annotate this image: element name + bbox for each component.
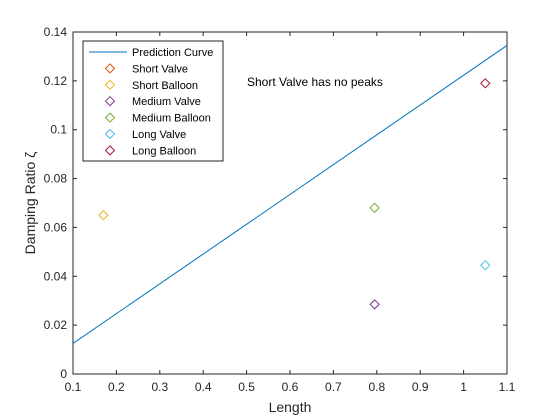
legend-label-prediction-curve: Prediction Curve xyxy=(132,47,213,59)
legend-marker-long-balloon xyxy=(104,145,116,156)
legend-marker-short-balloon xyxy=(104,79,116,91)
x-axis-label: Length xyxy=(269,399,312,415)
point-medium-valve xyxy=(369,299,380,310)
y-tick-label: 0.12 xyxy=(44,74,68,88)
x-tick-label: 0.3 xyxy=(151,380,168,394)
y-tick-label: 0.04 xyxy=(44,269,68,283)
y-tick-label: 0.08 xyxy=(44,172,68,186)
legend-label-long-valve: Long Valve xyxy=(132,129,186,141)
legend-marker-long-valve xyxy=(104,128,116,140)
y-tick-label: 0 xyxy=(60,367,67,381)
x-tick-label: 0.1 xyxy=(65,380,82,394)
x-tick-label: 0.6 xyxy=(282,380,299,394)
legend-label-short-valve: Short Valve xyxy=(132,63,188,75)
plot-content xyxy=(72,45,508,344)
x-tick-label: 0.8 xyxy=(368,380,385,394)
legend-label-long-balloon: Long Balloon xyxy=(132,145,196,157)
y-tick-label: 0.06 xyxy=(44,220,68,234)
legend-label-medium-balloon: Medium Balloon xyxy=(132,113,211,125)
x-axis-ticks: 0.1 0.2 0.3 0.4 0.5 0.6 0.7 0.8 0.9 1 1.1 xyxy=(65,32,516,394)
point-long-balloon xyxy=(480,78,491,89)
y-tick-label: 0.14 xyxy=(44,25,68,39)
y-tick-label: 0.1 xyxy=(50,123,67,137)
legend-marker-medium-valve xyxy=(104,95,116,107)
y-axis-ticks: 0 0.02 0.04 0.06 0.08 0.1 0.12 0.14 xyxy=(44,25,507,381)
x-tick-label: 0.5 xyxy=(238,380,255,394)
x-tick-label: 1.1 xyxy=(499,380,516,394)
x-tick-label: 0.4 xyxy=(195,380,212,394)
y-axis-label: Damping Ratio ζ xyxy=(22,152,38,255)
prediction-curve-line xyxy=(72,45,508,344)
legend-label-short-balloon: Short Balloon xyxy=(132,80,198,92)
legend: Prediction Curve Short Valve Short Balloon… xyxy=(82,40,224,162)
x-tick-label: 0.9 xyxy=(412,380,429,394)
x-tick-label: 0.7 xyxy=(325,380,342,394)
point-medium-balloon xyxy=(369,202,380,214)
point-short-balloon xyxy=(98,210,109,221)
point-long-valve xyxy=(480,260,491,271)
annotation: Short Valve has no peaks xyxy=(247,75,383,89)
legend-label-medium-valve: Medium Valve xyxy=(132,96,201,108)
legend-marker-short-valve xyxy=(104,63,116,74)
legend-marker-medium-balloon xyxy=(104,112,116,123)
x-tick-label: 0.2 xyxy=(108,380,125,394)
x-tick-label: 1 xyxy=(460,380,467,394)
y-tick-label: 0.02 xyxy=(44,318,68,332)
